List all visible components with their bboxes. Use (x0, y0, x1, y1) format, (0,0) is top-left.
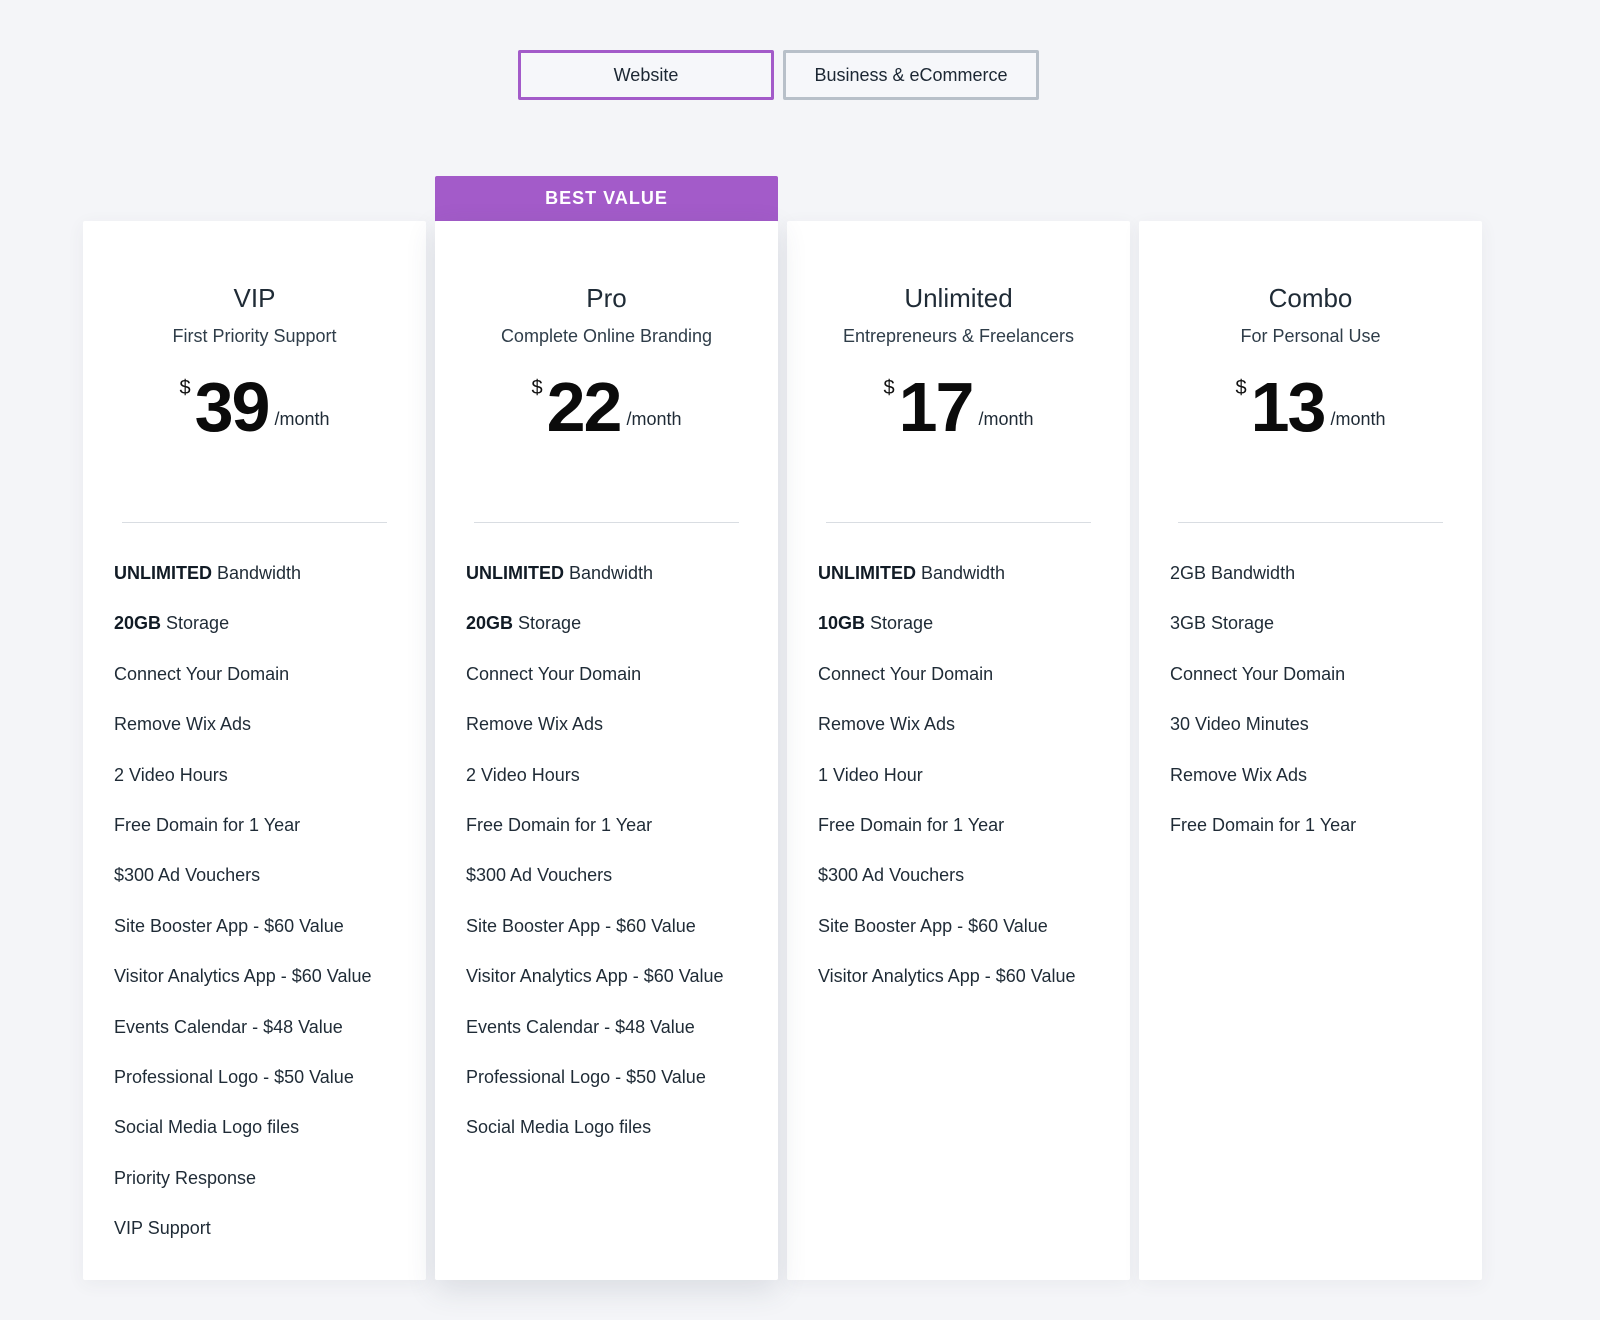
feature-item: Free Domain for 1 Year (466, 814, 653, 835)
feature-list: UNLIMITED Bandwidth 20GB Storage Connect… (114, 563, 371, 1268)
plan-category-tabs: Website Business & eCommerce (518, 50, 1039, 100)
currency-symbol: $ (179, 377, 191, 399)
price-amount: 39 (194, 368, 271, 446)
currency-symbol: $ (883, 377, 895, 399)
price-period: /month (1330, 409, 1386, 429)
price-period: /month (626, 409, 682, 429)
plan-subtitle: First Priority Support (172, 326, 337, 346)
plan-price: $ 39 /month (83, 371, 426, 451)
feature-item: UNLIMITED Bandwidth (818, 563, 1006, 583)
divider (474, 522, 739, 523)
price-amount: 22 (546, 368, 623, 446)
feature-item: Priority Response (114, 1167, 257, 1188)
feature-item: 2 Video Hours (466, 764, 580, 785)
feature-item: Free Domain for 1 Year (818, 814, 1005, 835)
feature-item: Visitor Analytics App - $60 Value (818, 966, 1076, 987)
feature-item: 3GB Storage (1170, 613, 1275, 634)
feature-item: UNLIMITED Bandwidth (114, 563, 302, 583)
feature-item: Visitor Analytics App - $60 Value (114, 966, 372, 987)
feature-list: UNLIMITED Bandwidth 10GB Storage Connect… (818, 563, 1075, 1017)
feature-item: Remove Wix Ads (466, 714, 604, 735)
feature-list: UNLIMITED Bandwidth 20GB Storage Connect… (466, 563, 723, 1168)
feature-item: Free Domain for 1 Year (114, 814, 301, 835)
feature-item: Events Calendar - $48 Value (114, 1016, 343, 1037)
feature-item: 20GB Storage (466, 613, 582, 634)
feature-item: Events Calendar - $48 Value (466, 1016, 695, 1037)
feature-list: 2GB Bandwidth 3GB Storage Connect Your D… (1170, 563, 1356, 865)
plan-card[interactable]: Combo For Personal Use $ 13 /month 2GB B… (1139, 221, 1482, 1280)
feature-item: Remove Wix Ads (1170, 764, 1308, 785)
feature-item: 30 Video Minutes (1170, 714, 1309, 735)
feature-item: Site Booster App - $60 Value (114, 915, 344, 936)
feature-item: 20GB Storage (114, 613, 230, 634)
feature-item: 2 Video Hours (114, 764, 228, 785)
plan-subtitle: Complete Online Branding (500, 326, 713, 346)
plan-card[interactable]: Unlimited Entrepreneurs & Freelancers $ … (787, 221, 1130, 1280)
plan-name: VIP (233, 283, 276, 313)
feature-item: 1 Video Hour (818, 764, 923, 785)
price-period: /month (274, 409, 330, 429)
feature-item: Connect Your Domain (114, 663, 290, 684)
currency-symbol: $ (1235, 377, 1247, 399)
feature-item: $300 Ad Vouchers (818, 865, 965, 886)
plan-name: Pro (586, 283, 627, 313)
tab-website[interactable]: Website (518, 50, 774, 100)
price-period: /month (978, 409, 1034, 429)
divider (122, 522, 387, 523)
plan-price: $ 13 /month (1139, 371, 1482, 451)
feature-item: Professional Logo - $50 Value (466, 1066, 706, 1087)
feature-item: Visitor Analytics App - $60 Value (466, 966, 724, 987)
price-amount: 13 (1250, 368, 1327, 446)
feature-item: UNLIMITED Bandwidth (466, 563, 654, 583)
feature-item: Remove Wix Ads (114, 714, 252, 735)
price-amount: 17 (898, 368, 975, 446)
currency-symbol: $ (531, 377, 543, 399)
plan-price: $ 22 /month (435, 371, 778, 451)
plan-card[interactable]: VIP First Priority Support $ 39 /month U… (83, 221, 426, 1280)
feature-item: Site Booster App - $60 Value (466, 915, 696, 936)
best-value-badge: BEST VALUE (435, 176, 778, 221)
feature-item: Connect Your Domain (1170, 663, 1346, 684)
feature-item: Site Booster App - $60 Value (818, 915, 1048, 936)
feature-item: 10GB Storage (818, 613, 934, 634)
feature-item: Social Media Logo files (466, 1117, 652, 1138)
feature-item: Connect Your Domain (466, 663, 642, 684)
feature-item: $300 Ad Vouchers (114, 865, 261, 886)
feature-item: Professional Logo - $50 Value (114, 1066, 354, 1087)
plan-name: Combo (1268, 283, 1353, 313)
divider (826, 522, 1091, 523)
feature-item: Connect Your Domain (818, 663, 994, 684)
plan-subtitle: Entrepreneurs & Freelancers (842, 326, 1075, 346)
feature-item: $300 Ad Vouchers (466, 865, 613, 886)
tab-business-ecommerce[interactable]: Business & eCommerce (783, 50, 1039, 100)
plan-card[interactable]: Pro Complete Online Branding $ 22 /month… (435, 221, 778, 1280)
plan-subtitle: For Personal Use (1240, 326, 1381, 346)
feature-item: VIP Support (114, 1218, 211, 1239)
feature-item: Free Domain for 1 Year (1170, 814, 1357, 835)
feature-item: Remove Wix Ads (818, 714, 956, 735)
plan-price: $ 17 /month (787, 371, 1130, 451)
plan-name: Unlimited (904, 283, 1013, 313)
feature-item: 2GB Bandwidth (1170, 563, 1296, 583)
divider (1178, 522, 1443, 523)
feature-item: Social Media Logo files (114, 1117, 300, 1138)
